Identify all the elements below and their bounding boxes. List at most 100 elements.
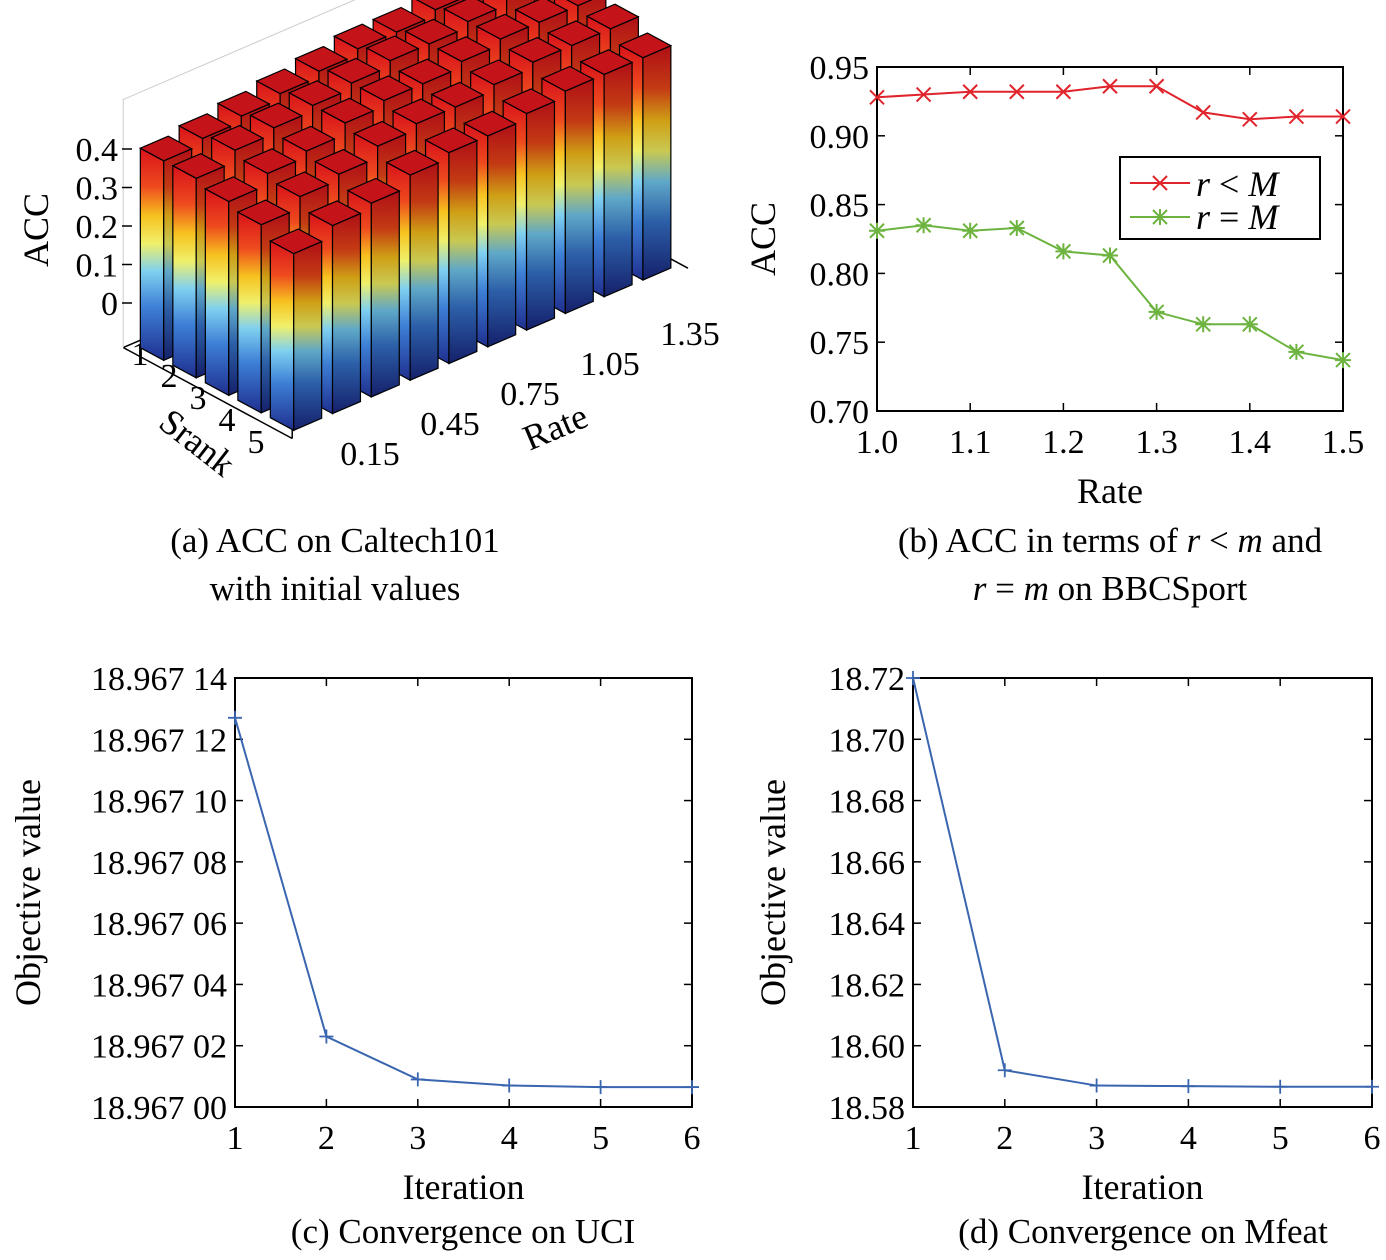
bar-top-face xyxy=(469,59,524,86)
bar-top-face xyxy=(508,36,563,63)
bar-front-face xyxy=(642,44,672,281)
bar-top-face xyxy=(546,20,601,47)
srank-axis xyxy=(122,346,293,440)
d-plot-xlabel: Iteration xyxy=(1082,1167,1204,1207)
bar-top-face xyxy=(514,0,569,23)
y-tick-label: 18.967 14 xyxy=(91,661,227,698)
bar-top-face xyxy=(314,148,369,175)
y-tick-label: 18.967 12 xyxy=(91,722,227,759)
bar-front-face xyxy=(564,78,594,315)
panel-d-line-chart: 1 2 3 4 5 6 18.58 18.60 18.62 18.64 18.66 18.68 18.7… xyxy=(753,661,1381,1251)
data-point xyxy=(1008,219,1025,236)
bar-top-face xyxy=(287,80,342,107)
bar-left-face xyxy=(269,240,295,432)
bar-top-face xyxy=(216,90,271,117)
bar-front-face xyxy=(448,139,478,365)
x-tick-label: 5 xyxy=(592,1120,609,1157)
bar-top-face xyxy=(475,13,530,40)
x-tick-label: 1.2 xyxy=(1042,424,1085,461)
bar-top-face xyxy=(326,57,381,84)
b-plot-ylabel: ACC xyxy=(743,202,783,276)
bar-top-face xyxy=(294,45,349,72)
srank-tick-label: 4 xyxy=(219,402,236,439)
bar-top-face xyxy=(177,113,232,140)
panel-b-legend: r < M r = M xyxy=(1119,156,1321,240)
y-tick-label: 18.70 xyxy=(829,722,906,759)
panel-c-plot: 1 2 3 4 5 6 18.967 00 18.967 02 18.967 04 18.967 … xyxy=(8,661,701,1207)
x-tick-label: 6 xyxy=(1364,1120,1381,1157)
data-point xyxy=(1241,316,1258,333)
bar-top-face xyxy=(138,135,194,162)
srank-tick-label: 2 xyxy=(161,358,178,395)
z-tick-label: 0.2 xyxy=(76,209,119,246)
bar-left-face xyxy=(237,211,262,414)
panel-c-line-chart: 1 2 3 4 5 6 18.967 00 18.967 02 18.967 04 18.967 … xyxy=(8,661,701,1251)
y-tick-label: 18.64 xyxy=(829,906,906,943)
x-tick-label: 1.1 xyxy=(949,424,992,461)
panel-b-legend-box xyxy=(1119,156,1321,240)
data-point xyxy=(997,1063,1012,1078)
d-plot-ylabel: Objective value xyxy=(753,779,793,1006)
z-tick-label: 0 xyxy=(101,286,118,323)
x-tick-label: 3 xyxy=(409,1120,426,1157)
y-tick-label: 18.967 00 xyxy=(91,1090,227,1127)
y-tick-label: 0.85 xyxy=(810,188,870,225)
data-point xyxy=(1288,108,1305,125)
data-point xyxy=(1335,108,1351,125)
data-point xyxy=(410,1072,425,1087)
y-tick-label: 18.967 10 xyxy=(91,784,227,821)
panel-a-bars xyxy=(138,0,673,432)
bar-top-face xyxy=(332,23,388,50)
data-point xyxy=(1273,1079,1288,1094)
y-tick-label: 18.72 xyxy=(829,661,906,698)
srank-tick-label: 3 xyxy=(190,380,207,417)
bar-top-face xyxy=(320,97,375,124)
data-point xyxy=(1089,1078,1104,1093)
x-tick-label: 1.4 xyxy=(1229,424,1272,461)
data-point xyxy=(869,89,885,105)
panel-a-zlabel: ACC xyxy=(16,193,56,267)
bar-top-face xyxy=(352,120,407,147)
y-tick-label: 0.80 xyxy=(810,256,870,293)
panel-b-caption-line2: r = m on BBCSport xyxy=(973,569,1248,608)
data-point xyxy=(915,86,932,103)
bar-top-face xyxy=(424,127,479,154)
bar-top-face xyxy=(585,3,640,30)
data-point xyxy=(1148,78,1165,94)
data-point xyxy=(869,222,885,239)
series-line-1 xyxy=(876,224,1344,362)
b-plot-xlabel: Rate xyxy=(1077,471,1143,511)
data-point xyxy=(685,1080,699,1095)
x-tick-label: 2 xyxy=(318,1120,335,1157)
y-tick-label: 18.58 xyxy=(829,1090,906,1127)
bar-front-face xyxy=(487,122,517,348)
panel-b-line-chart: 1.0 1.1 1.2 1.3 1.4 1.5 0.70 0.75 0.80 0.85 0.90 0.… xyxy=(743,50,1364,608)
x-tick-label: 1.5 xyxy=(1322,424,1365,461)
y-tick-label: 18.60 xyxy=(829,1029,906,1066)
y-tick-label: 0.70 xyxy=(810,394,870,431)
bar-top-face xyxy=(203,176,259,203)
y-tick-label: 18.967 06 xyxy=(91,906,227,943)
data-point xyxy=(1009,84,1025,100)
bar-front-face xyxy=(370,190,400,398)
y-tick-label: 0.75 xyxy=(810,325,870,362)
c-plot-frame xyxy=(234,677,693,1108)
panel-d-caption: (d) Convergence on Mfeat xyxy=(958,1212,1328,1251)
b-plot-frame xyxy=(876,66,1344,412)
data-point xyxy=(228,710,242,725)
bar-top-face xyxy=(462,110,518,137)
bar-front-face xyxy=(603,61,633,298)
panel-b-caption-line1: (b) ACC in terms of r < m and xyxy=(898,521,1323,560)
bar-top-face xyxy=(371,6,426,33)
y-tick-label: 0.90 xyxy=(810,119,870,156)
bar xyxy=(268,228,324,432)
bar-top-face xyxy=(255,68,310,95)
x-tick-label: 6 xyxy=(684,1120,701,1157)
rate-tick-label: 0.45 xyxy=(420,406,480,443)
y-tick-label: 18.967 02 xyxy=(91,1029,227,1066)
data-point xyxy=(319,1029,334,1044)
data-point xyxy=(1195,104,1211,121)
